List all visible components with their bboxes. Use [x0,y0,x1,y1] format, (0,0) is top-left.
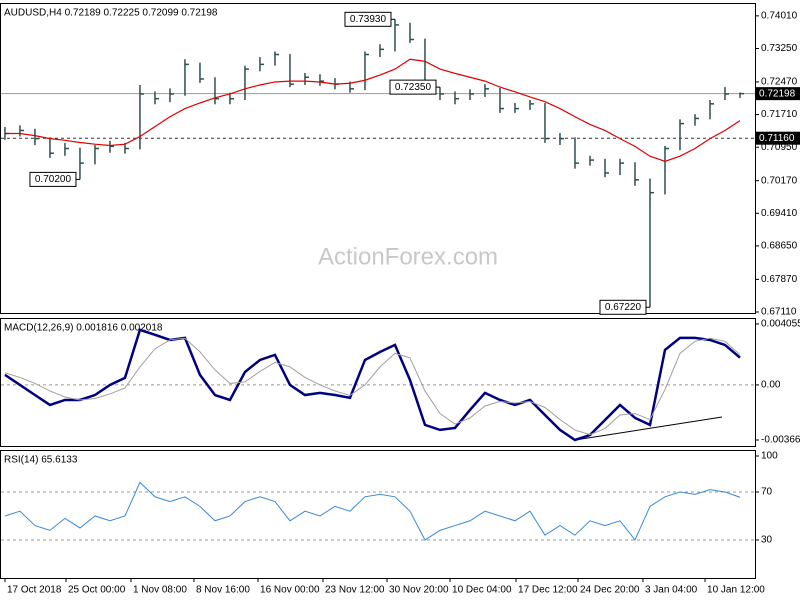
annotation-label: 0.70200 [35,174,72,185]
series-line [4,481,741,541]
y-tick-label: 0.71710 [761,109,798,120]
macd-panel [0,318,756,447]
y-tick-label: 0.67870 [761,274,798,285]
y-tick-label: 0.69410 [761,208,798,219]
macd-trendline [574,416,723,441]
series-line [4,337,741,436]
panel-title: RSI(14) 65.6133 [4,455,78,466]
x-tick-label: 25 Oct 00:00 [68,585,126,596]
annotation-label: 0.73930 [350,14,387,25]
y-tick-label: 0.70950 [761,142,798,153]
level-label: 0.71160 [759,133,795,144]
panel-title: AUDUSD,H4 0.72189 0.72225 0.72099 0.7219… [4,8,218,19]
x-tick-label: 10 Jan 12:00 [707,585,765,596]
x-tick-label: 24 Dec 20:00 [580,585,640,596]
x-tick-label: 17 Oct 2018 [7,585,62,596]
y-tick-label: 30 [761,535,773,546]
y-tick-label: 0.73250 [761,43,798,54]
y-tick-label: 70 [761,487,773,498]
moving-average [4,58,741,163]
y-tick-label: 100 [761,451,778,462]
x-tick-label: 1 Nov 08:00 [133,585,187,596]
x-tick-label: 16 Nov 00:00 [260,585,320,596]
x-tick-label: 23 Nov 12:00 [325,585,385,596]
panel-title: MACD(12,26,9) 0.001816 0.002018 [4,323,163,334]
level-label-bg [756,87,800,101]
x-tick-label: 17 Dec 12:00 [518,585,578,596]
level-label: 0.72198 [759,88,796,99]
annotation-label: 0.72350 [395,82,432,93]
annotation-box [389,79,437,95]
x-tick-label: 10 Dec 04:00 [452,585,512,596]
y-tick-label: 0.74010 [761,11,798,22]
price-panel [0,3,756,314]
level-label-bg [756,131,800,145]
annotation-box [344,11,392,27]
annotation-label: 0.67220 [605,302,642,313]
annotation-box [599,299,647,315]
y-tick-label: 0.67110 [761,307,797,318]
x-tick-label: 30 Nov 20:00 [389,585,449,596]
y-tick-label: 0.00 [761,380,781,391]
series-line [4,328,741,442]
watermark: ActionForex.com [318,243,498,270]
y-tick-label: -0.003662 [761,435,800,446]
y-tick-label: 0.68650 [761,241,798,252]
y-tick-label: 0.72470 [761,77,798,88]
y-tick-label: 0.004055 [761,319,800,330]
x-tick-label: 8 Nov 16:00 [196,585,250,596]
x-tick-label: 3 Jan 04:00 [645,585,698,596]
annotation-box [29,171,77,187]
y-tick-label: 0.70170 [761,175,798,186]
rsi-panel [0,450,756,579]
